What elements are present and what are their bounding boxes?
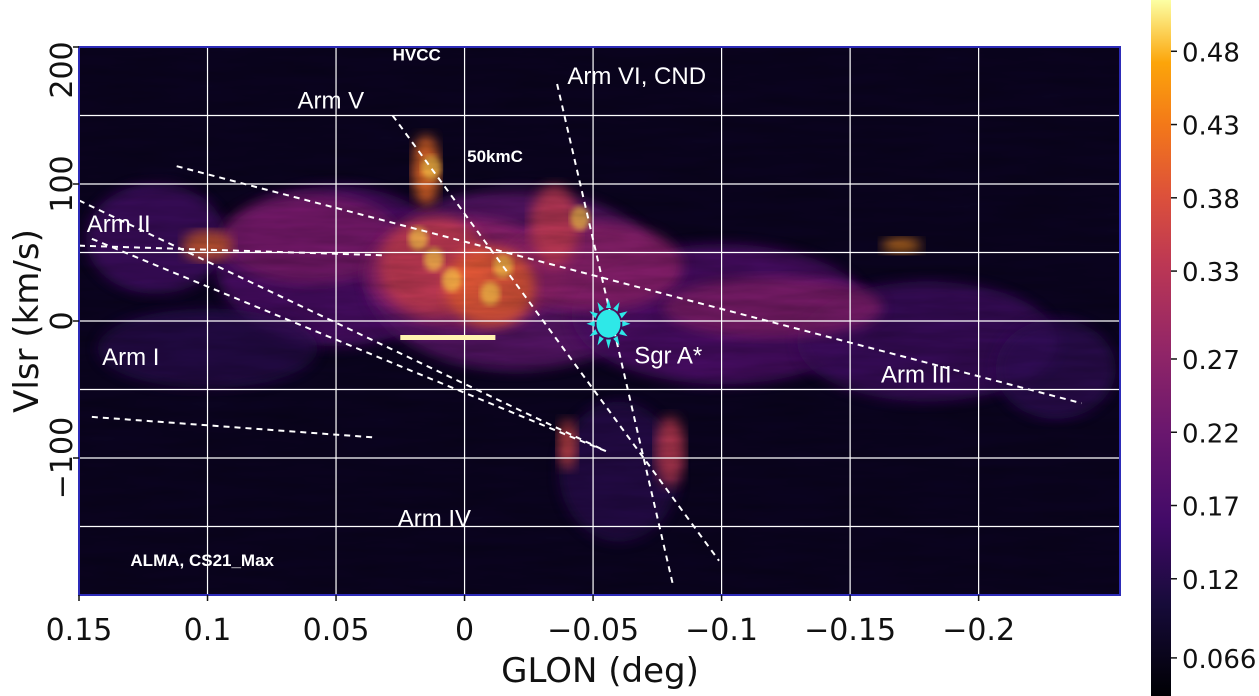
- sun-ray: [605, 298, 612, 308]
- y-axis: 200 100 0 −100: [45, 41, 80, 499]
- x-tick-label: 0.1: [184, 613, 232, 648]
- annotation-label: Arm IV: [398, 506, 471, 533]
- annotation-label: Arm VI, CND: [567, 63, 706, 90]
- colorbar-tick-label: 0.066: [1182, 645, 1256, 675]
- colorbar: [1151, 0, 1171, 696]
- sgr-a-star-dot: [596, 309, 621, 338]
- annotation-label: Arm III: [881, 362, 952, 389]
- x-tick-label: 0: [455, 613, 474, 648]
- colorbar-tick-label: 0.33: [1182, 258, 1240, 288]
- x-tick-label: 0.15: [46, 613, 113, 648]
- arm-line: [79, 199, 607, 453]
- annotation-label: Arm V: [297, 88, 364, 115]
- annotation-label: Arm II: [87, 211, 151, 238]
- arm-line: [91, 237, 607, 453]
- sun-ray: [605, 339, 612, 349]
- annotation-label: Arm I: [102, 344, 159, 371]
- colorbar-tick-label: 0.22: [1182, 419, 1240, 449]
- colorbar-tick-label: 0.27: [1182, 346, 1240, 376]
- y-tick-label: −100: [45, 417, 80, 499]
- sun-ray: [613, 335, 620, 346]
- x-tick-label: −0.2: [942, 613, 1015, 648]
- colorbar-tick-label: 0.17: [1182, 493, 1240, 523]
- sun-ray: [622, 320, 631, 327]
- sun-ray: [613, 302, 620, 312]
- sun-ray: [586, 320, 595, 327]
- sun-ray: [619, 329, 628, 337]
- x-axis-label: GLON (deg): [501, 651, 699, 691]
- annotations: HVCC Arm V Arm VI, CND 50kmC Arm II Arm I Arm …: [87, 46, 952, 571]
- x-tick-label: −0.05: [547, 613, 639, 648]
- y-tick-label: 0: [45, 311, 80, 330]
- arm-line: [391, 114, 720, 562]
- arm-line: [176, 165, 1082, 405]
- x-tick-label: 0.05: [303, 613, 370, 648]
- colorbar-tick-label: 0.38: [1182, 185, 1240, 215]
- x-axis: 0.15 0.1 0.05 0 −0.05 −0.1 −0.15 −0.2: [46, 595, 1015, 648]
- grid: [78, 47, 1120, 595]
- y-tick-label: 100: [45, 155, 80, 212]
- colorbar-ticks: 0.48 0.43 0.38 0.33 0.27 0.22 0.17 0.12 0.066: [1171, 38, 1256, 675]
- sgr-a-star-marker: [586, 298, 631, 349]
- annotation-label: HVCC: [393, 46, 441, 65]
- x-tick-label: −0.15: [804, 613, 896, 648]
- arm-line: [91, 415, 375, 439]
- y-axis-label: Vlsr (km/s): [7, 229, 47, 413]
- annotation-label: ALMA, CS21_Max: [130, 551, 274, 570]
- sun-ray: [619, 311, 628, 319]
- sun-ray: [589, 311, 598, 319]
- colorbar-tick-label: 0.43: [1182, 112, 1240, 142]
- y-tick-label: 200: [45, 41, 80, 98]
- annotation-label: Sgr A*: [634, 342, 702, 369]
- sun-ray: [597, 335, 604, 346]
- annotation-label: 50kmC: [467, 147, 523, 166]
- sun-ray: [597, 302, 604, 312]
- colorbar-tick-label: 0.48: [1182, 38, 1240, 68]
- colorbar-tick-label: 0.12: [1182, 566, 1240, 596]
- x-tick-label: −0.1: [685, 613, 758, 648]
- sun-ray: [589, 329, 598, 337]
